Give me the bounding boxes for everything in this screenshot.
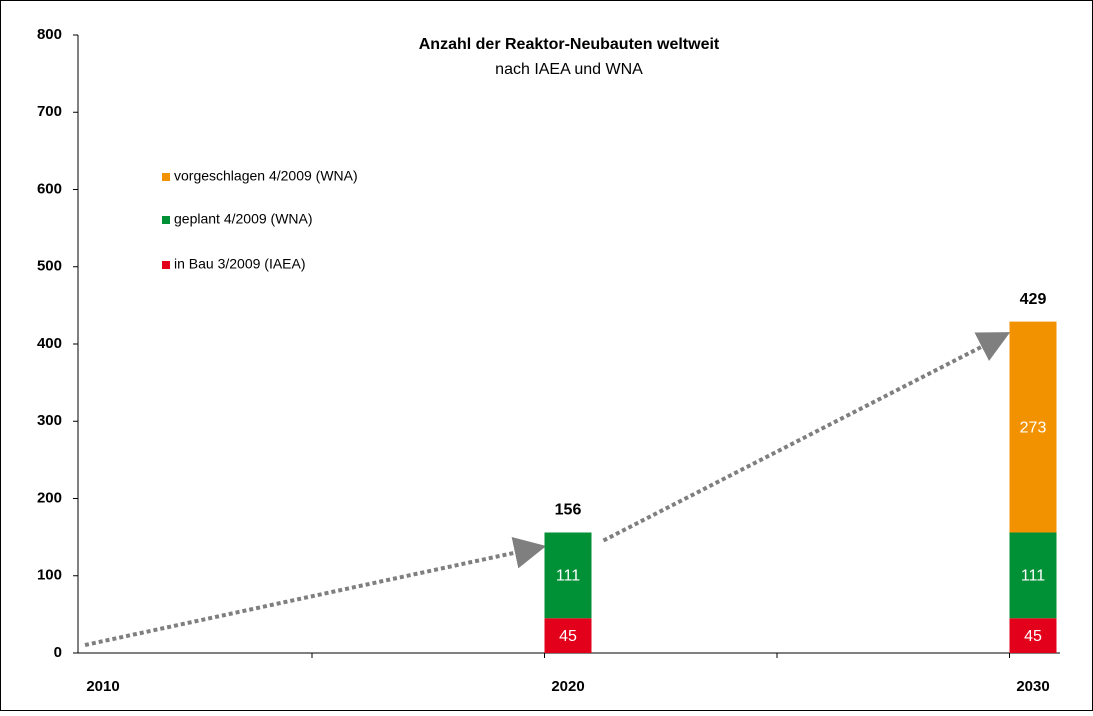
- legend-label: geplant 4/2009 (WNA): [174, 211, 313, 227]
- legend-label: in Bau 3/2009 (IAEA): [174, 256, 306, 272]
- x-tick-label: 2030: [1016, 678, 1049, 695]
- y-tick-label: 200: [37, 489, 62, 506]
- legend-swatch: [162, 173, 170, 181]
- total-label: 156: [555, 502, 582, 519]
- bar-segment: [544, 618, 592, 653]
- y-tick-label: 800: [37, 26, 62, 43]
- chart-subtitle: nach IAEA und WNA: [495, 61, 643, 78]
- bar-segment: [544, 532, 592, 619]
- chart-title: Anzahl der Reaktor-Neubauten weltweit: [419, 36, 720, 53]
- y-tick-label: 500: [37, 258, 62, 275]
- y-tick-label: 400: [37, 335, 62, 352]
- x-tick-label: 2010: [86, 678, 119, 695]
- value-label: 45: [1024, 628, 1042, 645]
- value-label: 111: [1021, 568, 1045, 585]
- x-tick-label: 2020: [551, 678, 584, 695]
- value-label: 273: [1020, 419, 1047, 436]
- y-tick-label: 600: [37, 180, 62, 197]
- legend-label: vorgeschlagen 4/2009 (WNA): [174, 168, 358, 184]
- y-tick-label: 0: [54, 644, 62, 661]
- legend-swatch: [162, 216, 170, 224]
- y-tick-label: 700: [37, 103, 62, 120]
- value-label: 45: [559, 628, 577, 645]
- bar-segment: [1009, 532, 1057, 619]
- value-label: 111: [556, 568, 580, 585]
- legend-swatch: [162, 261, 170, 269]
- total-label: 429: [1020, 291, 1047, 308]
- bar-segment: [1009, 321, 1057, 533]
- y-tick-label: 100: [37, 567, 62, 584]
- y-tick-label: 300: [37, 412, 62, 429]
- bar-segment: [1009, 618, 1057, 653]
